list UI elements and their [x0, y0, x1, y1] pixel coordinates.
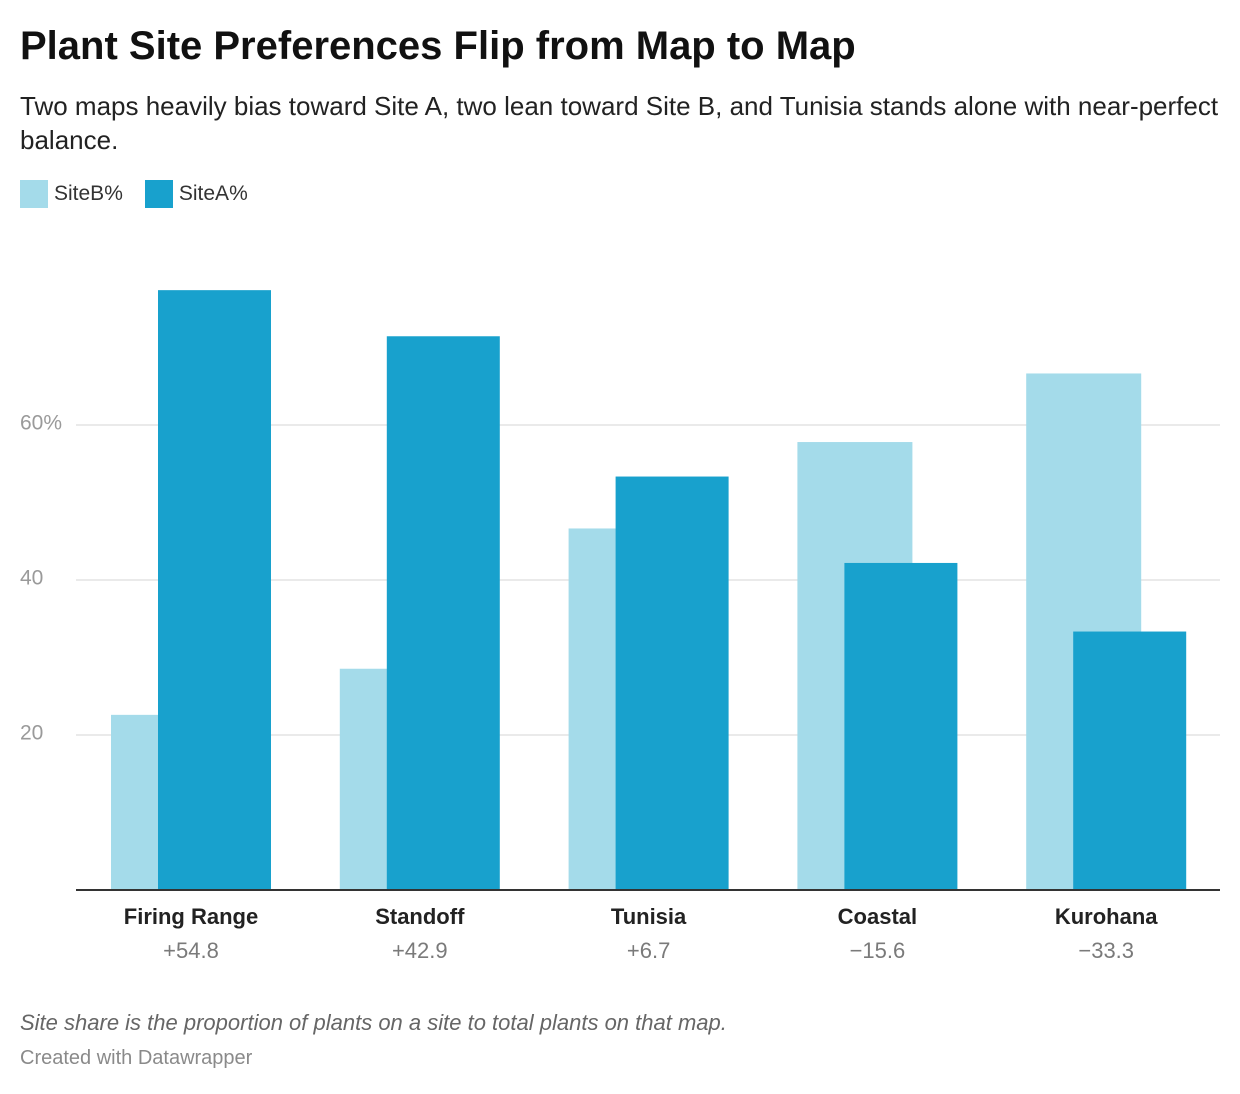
- x-category-label: Coastal: [838, 904, 917, 929]
- legend-item-siteb: SiteB%: [20, 180, 123, 208]
- sitea-bar: [158, 290, 271, 890]
- sitea-bar: [844, 562, 958, 890]
- legend-label-siteb: SiteB%: [54, 182, 123, 205]
- sitea-bar: [386, 336, 500, 890]
- x-category-label: Firing Range: [124, 904, 258, 929]
- chart-subtitle: Two maps heavily bias toward Site A, two…: [20, 91, 1219, 155]
- x-category-difference: +54.8: [163, 938, 219, 963]
- x-category-difference: −33.3: [1078, 938, 1134, 963]
- x-category-label: Standoff: [375, 904, 465, 929]
- legend-label-sitea: SiteA%: [178, 182, 248, 205]
- y-tick-label: 40: [20, 567, 43, 590]
- sitea-bar: [1073, 631, 1187, 890]
- chart-notes: Site share is the proportion of plants o…: [20, 1010, 727, 1035]
- x-category-difference: +6.7: [627, 938, 670, 963]
- x-category-label: Kurohana: [1055, 904, 1158, 929]
- y-tick-label: 20: [20, 722, 43, 745]
- credit-line: Created with Datawrapper: [20, 1047, 253, 1069]
- y-tick-label: 60%: [20, 412, 62, 435]
- legend: SiteB% SiteA%: [20, 180, 270, 208]
- x-category-difference: −15.6: [850, 938, 906, 963]
- chart-title: Plant Site Preferences Flip from Map to …: [20, 24, 856, 68]
- x-category-label: Tunisia: [611, 904, 687, 929]
- legend-swatch-siteb: [20, 180, 48, 208]
- bar-chart: 20 40 60% Firing Range +54.8 Standoff +42.9 Tun…: [20, 290, 1220, 963]
- x-category-difference: +42.9: [392, 938, 448, 963]
- legend-item-sitea: SiteA%: [144, 180, 248, 208]
- sitea-bar: [615, 476, 729, 890]
- legend-swatch-sitea: [144, 180, 173, 208]
